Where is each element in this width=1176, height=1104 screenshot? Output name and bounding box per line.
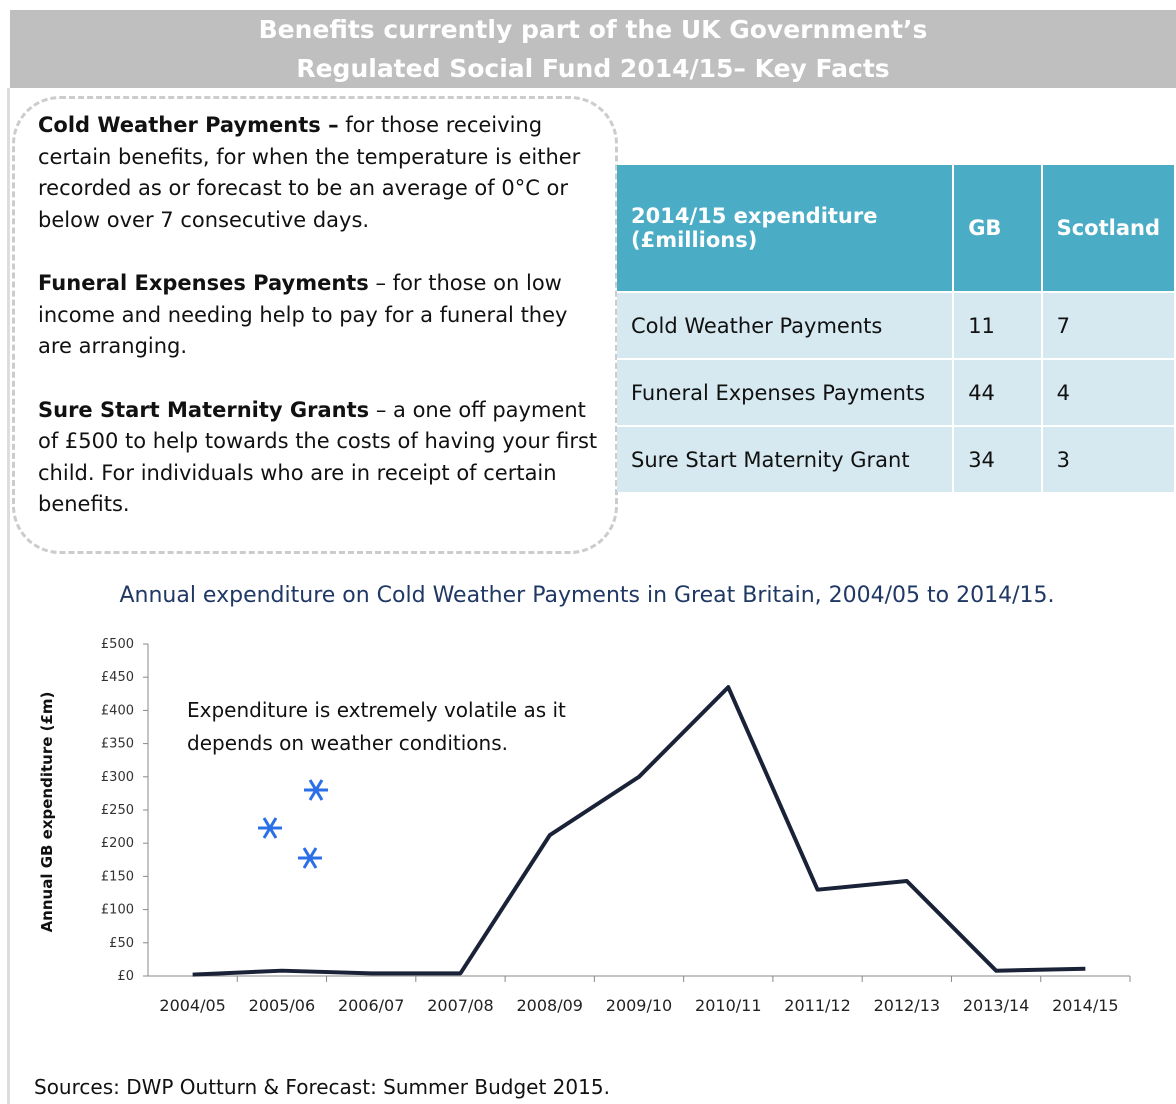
y-axis-label: Annual GB expenditure (£m) (38, 692, 56, 933)
info-item: Sure Start Maternity Grants – a one off … (38, 395, 598, 521)
item-title: Sure Start Maternity Grants (38, 397, 370, 422)
y-tick-label: £150 (101, 869, 134, 884)
table-header: 2014/15 expenditure (£millions) GB Scotlan… (617, 165, 1176, 292)
info-items: Cold Weather Payments – for those receiv… (38, 110, 598, 553)
chart: Annual expenditure on Cold Weather Payme… (38, 583, 1131, 1015)
item-title: Cold Weather Payments – (38, 113, 339, 137)
x-tick-label: 2014/15 (1052, 996, 1118, 1015)
snowflakes (258, 779, 328, 869)
y-tick-label: £400 (101, 703, 134, 718)
item-text: – for those on low income and needing he… (38, 271, 568, 358)
expenditure-table: 2014/15 expenditure (£millions) GB Scotlan… (617, 165, 1176, 492)
info-item: Cold Weather Payments – for those receiv… (38, 110, 598, 236)
x-tick-label: 2008/09 (516, 996, 582, 1015)
info-item: Funeral Expenses Payments – for those on… (38, 268, 598, 363)
y-tick-label: £0 (117, 969, 134, 984)
y-tick-label: £300 (101, 770, 134, 785)
y-tick-label: £350 (101, 737, 134, 752)
annotation: depends on weather conditions. (187, 731, 508, 755)
chart-title: Annual expenditure on Cold Weather Payme… (119, 583, 1054, 608)
y-tick-label: £100 (101, 903, 134, 918)
x-tick-label: 2010/11 (695, 996, 761, 1015)
line-series (192, 685, 1086, 977)
y-tick-label: £450 (101, 670, 134, 685)
table-cell: 44 (953, 358, 1043, 426)
column-header: Scotland (1041, 165, 1176, 292)
annotation: Expenditure is extremely volatile as it (187, 698, 566, 722)
table-cell: 3 (1041, 425, 1176, 492)
table-cell: Cold Weather Payments (617, 291, 955, 359)
table-cell: 4 (1041, 358, 1176, 426)
y-tick-label: £500 (101, 637, 134, 652)
table-row: Sure Start Maternity Grant 34 3 (617, 425, 1176, 492)
table-body: Cold Weather Payments 11 7 Funeral Expenses… (617, 291, 1176, 492)
table-cell: Sure Start Maternity Grant (617, 425, 955, 492)
y-tick-label: £50 (109, 936, 134, 951)
table-cell: Funeral Expenses Payments (617, 358, 955, 426)
x-tick-label: 2004/05 (159, 996, 225, 1015)
header-title: Benefits currently part of the UK Govern… (258, 15, 928, 44)
source: Sources: DWP Outturn & Forecast: Summer … (34, 1075, 610, 1099)
x-tick-label: 2005/06 (249, 996, 315, 1015)
item-text: for those receiving certain benefits, fo… (38, 113, 581, 232)
y-tick-label: £250 (101, 803, 134, 818)
table-cell: 11 (953, 291, 1043, 359)
column-header: 2014/15 expenditure (£millions) (617, 165, 955, 292)
x-tick-label: 2012/13 (874, 996, 940, 1015)
item-title: Funeral Expenses Payments (38, 271, 369, 295)
table-row: Funeral Expenses Payments 44 4 (617, 358, 1176, 426)
item-text: – a one off payment of £500 to help towa… (38, 397, 598, 517)
x-tick-label: 2006/07 (338, 996, 404, 1015)
table-cell: 34 (953, 425, 1043, 492)
x-tick-label: 2011/12 (784, 996, 850, 1015)
info-box (12, 96, 618, 554)
x-tick-label: 2009/10 (606, 996, 672, 1015)
table-cell: 7 (1041, 291, 1176, 359)
left-rule (7, 88, 10, 1104)
x-tick-label: 2007/08 (427, 996, 493, 1015)
header-title: Regulated Social Fund 2014/15– Key Facts (296, 54, 890, 83)
table-row: Cold Weather Payments 11 7 (617, 291, 1176, 359)
y-tick-label: £200 (101, 836, 134, 851)
header: Benefits currently part of the UK Govern… (10, 10, 1176, 88)
x-tick-label: 2013/14 (963, 996, 1029, 1015)
column-header: GB (953, 165, 1043, 292)
